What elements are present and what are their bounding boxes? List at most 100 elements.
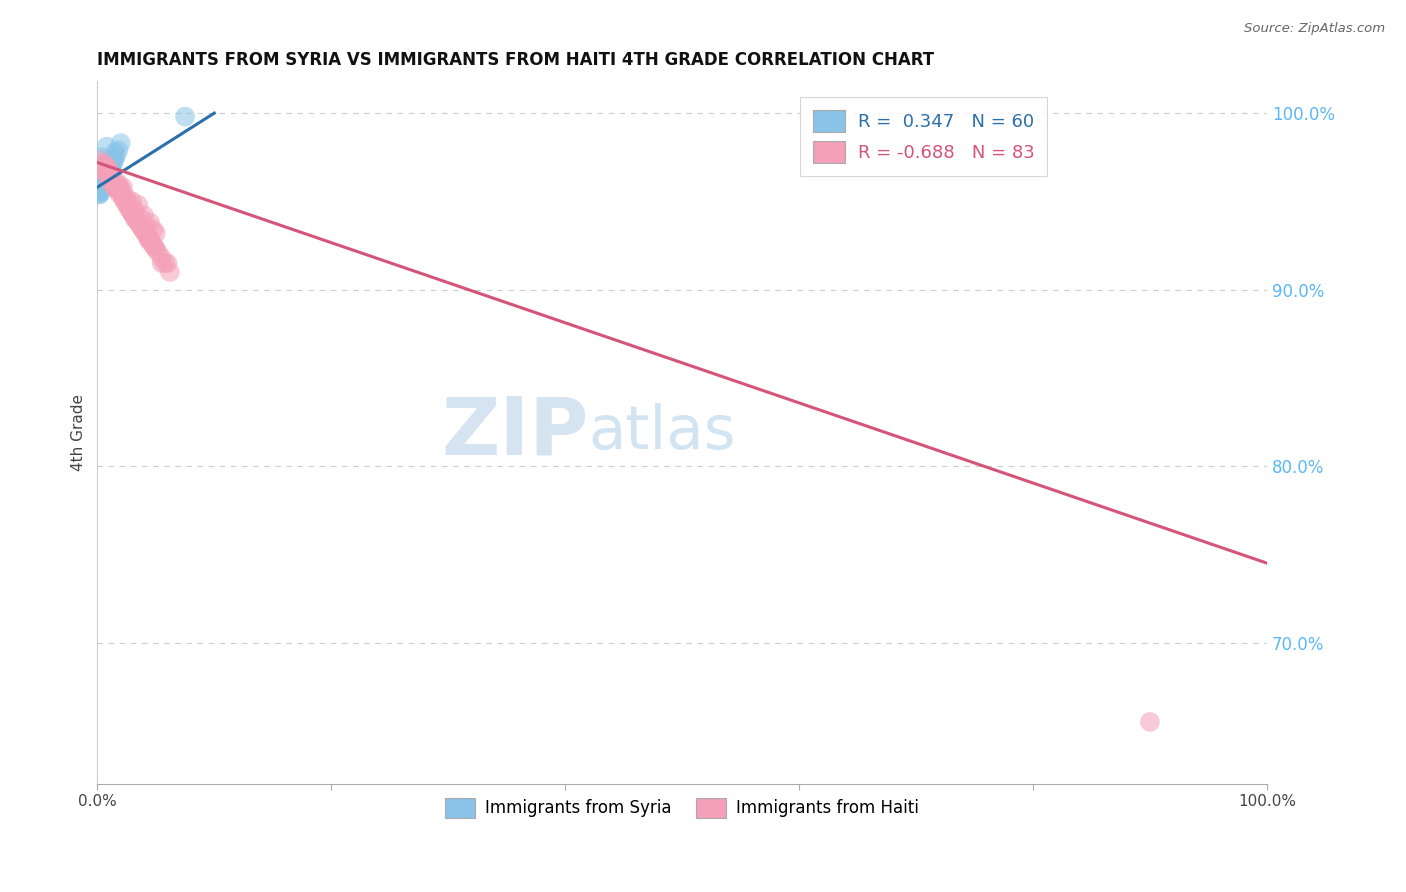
Point (105, 182, 128, 196)
Point (112, 189, 135, 203)
Point (91, 173, 114, 187)
Point (91, 173, 114, 187)
Text: IMMIGRANTS FROM SYRIA VS IMMIGRANTS FROM HAITI 4TH GRADE CORRELATION CHART: IMMIGRANTS FROM SYRIA VS IMMIGRANTS FROM… (97, 51, 935, 69)
Point (90, 153, 112, 168)
Y-axis label: 4th Grade: 4th Grade (72, 394, 86, 471)
Point (91, 177, 114, 191)
Point (146, 245, 169, 260)
Point (114, 193, 136, 207)
Point (105, 175, 128, 189)
Point (90, 178, 112, 193)
Point (110, 186, 132, 200)
Point (91, 150, 114, 164)
Point (100, 161, 122, 175)
Point (1139, 714, 1161, 729)
Point (98, 162, 121, 177)
Point (94, 169, 117, 184)
Point (156, 256, 179, 270)
Point (107, 182, 129, 196)
Point (98, 162, 121, 177)
Point (118, 202, 141, 216)
Point (138, 231, 160, 245)
Point (94, 162, 117, 177)
Point (117, 198, 139, 212)
Point (94, 175, 117, 189)
Point (135, 219, 157, 233)
Point (174, 110, 197, 124)
Point (121, 194, 143, 209)
Point (131, 220, 153, 235)
Text: ZIP: ZIP (441, 393, 589, 472)
Point (142, 222, 165, 236)
Point (101, 159, 124, 173)
Point (125, 212, 148, 227)
Point (97, 164, 120, 178)
Point (98, 155, 121, 169)
Point (96, 139, 118, 153)
Point (89, 184, 111, 198)
Point (91, 159, 114, 173)
Point (91, 177, 114, 191)
Point (124, 212, 146, 227)
Point (134, 209, 156, 223)
Point (104, 152, 127, 166)
Point (97, 168, 120, 182)
Point (150, 251, 173, 265)
Point (136, 229, 159, 244)
Point (96, 168, 118, 182)
Point (121, 207, 143, 221)
Point (104, 145, 127, 159)
Point (89, 184, 111, 198)
Point (98, 161, 121, 175)
Point (120, 205, 142, 219)
Point (93, 164, 115, 178)
Point (134, 224, 156, 238)
Point (120, 198, 142, 212)
Point (145, 242, 167, 256)
Point (90, 180, 112, 194)
Point (124, 203, 146, 218)
Point (96, 166, 118, 180)
Point (91, 168, 114, 182)
Point (159, 265, 181, 279)
Point (97, 164, 120, 178)
Point (93, 175, 115, 189)
Point (91, 177, 114, 191)
Point (100, 171, 122, 186)
Point (90, 180, 112, 194)
Point (104, 180, 127, 194)
Point (131, 212, 153, 227)
Point (103, 153, 125, 168)
Point (97, 164, 120, 178)
Point (108, 187, 131, 202)
Point (110, 182, 132, 196)
Point (89, 184, 111, 198)
Point (101, 153, 124, 168)
Point (91, 173, 114, 187)
Point (143, 240, 166, 254)
Point (112, 194, 135, 209)
Point (122, 209, 145, 223)
Point (93, 159, 115, 173)
Point (105, 182, 128, 196)
Text: Source: ZipAtlas.com: Source: ZipAtlas.com (1244, 22, 1385, 36)
Point (103, 178, 125, 193)
Point (90, 178, 112, 193)
Point (98, 159, 121, 173)
Point (100, 155, 122, 169)
Point (91, 157, 114, 171)
Point (141, 236, 163, 251)
Point (98, 171, 121, 186)
Point (121, 207, 143, 221)
Point (96, 162, 118, 177)
Point (105, 148, 128, 162)
Point (153, 256, 176, 270)
Point (100, 168, 122, 182)
Point (91, 177, 114, 191)
Point (98, 169, 121, 184)
Point (91, 157, 114, 171)
Point (111, 184, 134, 198)
Point (93, 175, 115, 189)
Point (150, 256, 173, 270)
Point (96, 159, 118, 173)
